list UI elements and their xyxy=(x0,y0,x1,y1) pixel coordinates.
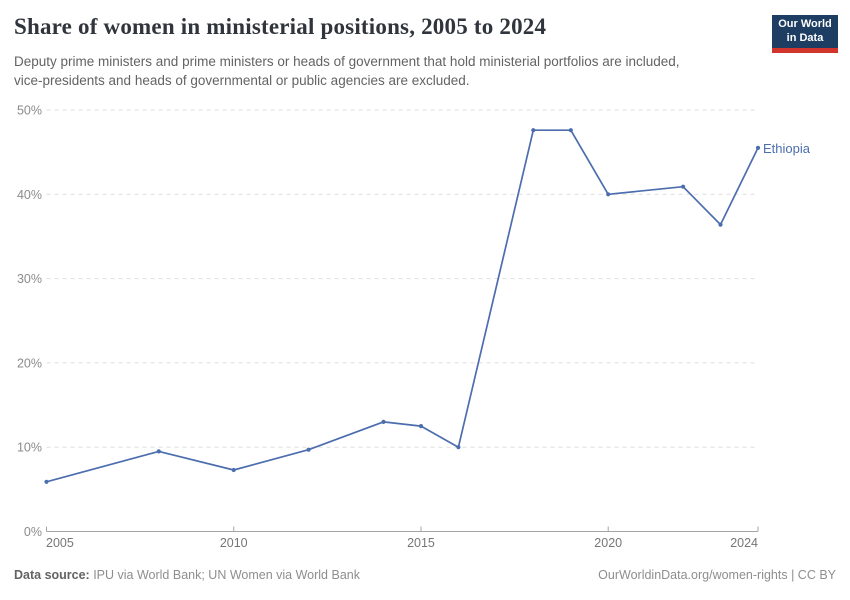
data-point-2008[interactable] xyxy=(156,449,161,454)
owid-logo-line2: in Data xyxy=(786,32,824,44)
page-title: Share of women in ministerial positions,… xyxy=(14,14,547,39)
owid-logo-line1: Our World xyxy=(778,18,832,30)
data-point-2016[interactable] xyxy=(456,445,461,450)
data-point-2022[interactable] xyxy=(681,184,686,189)
data-point-2015[interactable] xyxy=(418,424,424,429)
data-point-2005[interactable] xyxy=(44,479,49,484)
y-tick-label: 0% xyxy=(24,525,42,539)
x-tick-label: 2005 xyxy=(46,536,74,550)
data-source-label: Data source: xyxy=(14,568,90,582)
data-point-2018[interactable] xyxy=(531,128,536,133)
x-tick-label: 2015 xyxy=(407,536,435,550)
owid-credit-link[interactable]: OurWorldinData.org/women-rights | CC BY xyxy=(598,568,836,582)
data-source-note: Data source: IPU via World Bank; UN Wome… xyxy=(14,568,360,582)
data-point-2012[interactable] xyxy=(306,447,311,452)
data-point-2019[interactable] xyxy=(568,128,573,133)
y-tick-label: 10% xyxy=(17,441,42,455)
series-line-ethiopia xyxy=(46,129,759,483)
data-point-2024[interactable] xyxy=(755,145,761,150)
data-point-2014[interactable] xyxy=(381,419,386,424)
data-point-2023[interactable] xyxy=(718,222,723,227)
y-tick-label: 50% xyxy=(17,104,42,118)
y-tick-label: 40% xyxy=(17,188,42,202)
x-tick-label: 2010 xyxy=(220,536,248,550)
data-point-2020[interactable] xyxy=(606,192,611,197)
chart-subtitle: Deputy prime ministers and prime ministe… xyxy=(14,54,680,88)
data-point-2010[interactable] xyxy=(231,467,236,473)
owid-logo[interactable]: Our World in Data xyxy=(772,15,838,53)
data-source-value: IPU via World Bank; UN Women via World B… xyxy=(89,568,360,582)
x-tick-label: 2020 xyxy=(594,536,622,550)
chart-footer: Data source: IPU via World Bank; UN Wome… xyxy=(14,568,836,582)
y-tick-label: 30% xyxy=(17,272,42,286)
series-label-ethiopia[interactable]: Ethiopia xyxy=(763,141,810,156)
y-tick-label: 20% xyxy=(17,356,42,370)
x-tick-label: 2024 xyxy=(730,536,758,550)
